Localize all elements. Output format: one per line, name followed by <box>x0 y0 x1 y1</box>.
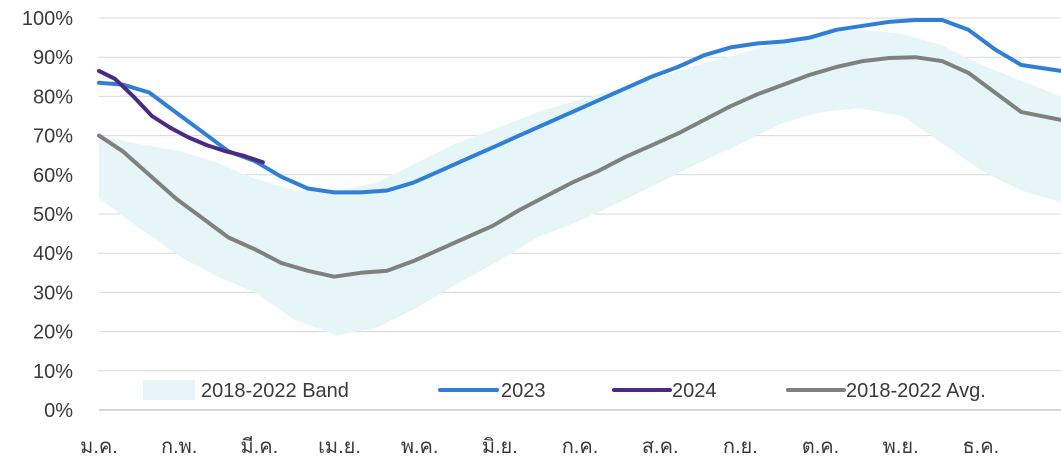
y-tick-label: 80% <box>33 86 73 108</box>
x-tick-label: ธ.ค. <box>962 436 999 458</box>
x-tick-label: ก.ค. <box>562 436 599 458</box>
x-tick-label: ก.พ. <box>161 436 197 458</box>
series-line-1 <box>97 68 265 165</box>
y-tick-label: 60% <box>33 165 73 187</box>
band-layer <box>99 29 1061 336</box>
y-axis: 0% 10% 20% 30% 40% 50% 60% 70% 80% 90% 100% <box>22 8 73 422</box>
y-tick-label: 30% <box>33 282 73 304</box>
y-tick-label: 70% <box>33 126 73 148</box>
legend-label-series-1: 2024 <box>672 380 717 402</box>
legend-label-band: 2018-2022 Band <box>201 380 349 402</box>
y-tick-label: 40% <box>33 243 73 265</box>
x-tick-label: เม.ย. <box>318 436 361 458</box>
x-tick-label: พ.ค. <box>401 436 439 458</box>
y-tick-label: 90% <box>33 47 73 69</box>
x-tick-label: ส.ค. <box>642 436 679 458</box>
x-tick-label: ม.ค. <box>80 436 118 458</box>
legend-label-series-2: 2018-2022 Avg. <box>846 380 986 402</box>
y-tick-label: 100% <box>22 8 73 30</box>
y-tick-label: 0% <box>44 400 73 422</box>
x-tick-label: มิ.ย. <box>482 436 518 458</box>
x-tick-label: ต.ค. <box>802 436 839 458</box>
y-tick-label: 10% <box>33 361 73 383</box>
series-layer <box>97 18 1061 279</box>
band-area <box>99 29 1061 336</box>
legend-swatch-band <box>143 380 195 400</box>
x-axis: ม.ค. ก.พ. มี.ค. เม.ย. พ.ค. มิ.ย. ก.ค. ส.ค. ก.ย. ต… <box>80 436 999 458</box>
legend-label-series-0: 2023 <box>501 380 546 402</box>
legend: 2018-2022 Band 2023 2024 2018-2022 Avg. <box>143 380 986 402</box>
x-tick-label: มี.ค. <box>240 436 278 458</box>
x-tick-label: ก.ย. <box>723 436 758 458</box>
series-line-2 <box>97 55 1061 279</box>
x-tick-label: พ.ย. <box>883 436 919 458</box>
y-tick-label: 20% <box>33 322 73 344</box>
y-tick-label: 50% <box>33 204 73 226</box>
